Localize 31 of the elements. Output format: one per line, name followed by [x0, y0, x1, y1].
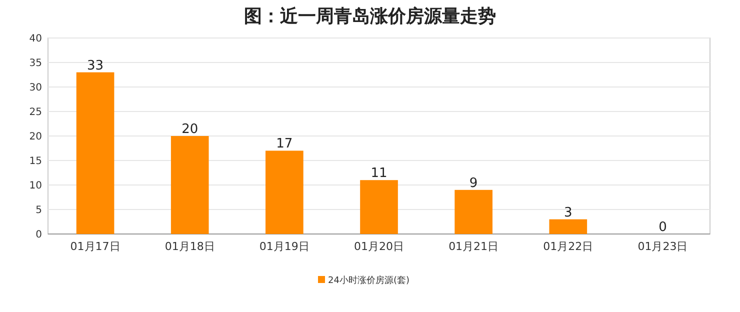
data-label: 9: [469, 176, 478, 191]
y-tick-label: 25: [29, 107, 42, 118]
y-tick-label: 0: [36, 230, 42, 240]
data-label: 3: [564, 205, 572, 220]
y-tick-label: 30: [29, 82, 42, 94]
y-tick-label: 20: [29, 132, 42, 142]
x-tick-label: 01月20日: [354, 240, 404, 253]
x-tick-label: 01月23日: [638, 240, 688, 253]
data-label: 11: [370, 166, 388, 182]
chart-title: 图：近一周青岛涨价房源量走势: [244, 6, 496, 27]
x-tick-label: 01月19日: [259, 240, 310, 253]
data-label: 33: [87, 58, 104, 74]
data-label: 17: [276, 136, 293, 152]
bar: [454, 190, 492, 234]
y-tick-label: 15: [29, 156, 42, 167]
bar: [360, 180, 398, 234]
bar: [170, 136, 209, 234]
y-tick-label: 35: [29, 58, 42, 69]
bar: [549, 219, 588, 234]
x-tick-label: 01月18日: [164, 240, 215, 253]
data-label: 0: [658, 220, 667, 235]
data-label: 20: [182, 122, 198, 137]
x-tick-label: 01月21日: [448, 240, 499, 253]
y-tick-label: 5: [36, 205, 42, 216]
y-tick-label: 10: [29, 180, 42, 192]
y-tick-label: 40: [29, 34, 42, 44]
x-tick-label: 01月22日: [543, 240, 594, 253]
legend-label: 24小时涨价房源(套): [328, 275, 410, 286]
bar: [76, 72, 114, 234]
bar: [266, 150, 304, 234]
x-tick-label: 01月17日: [70, 240, 120, 253]
